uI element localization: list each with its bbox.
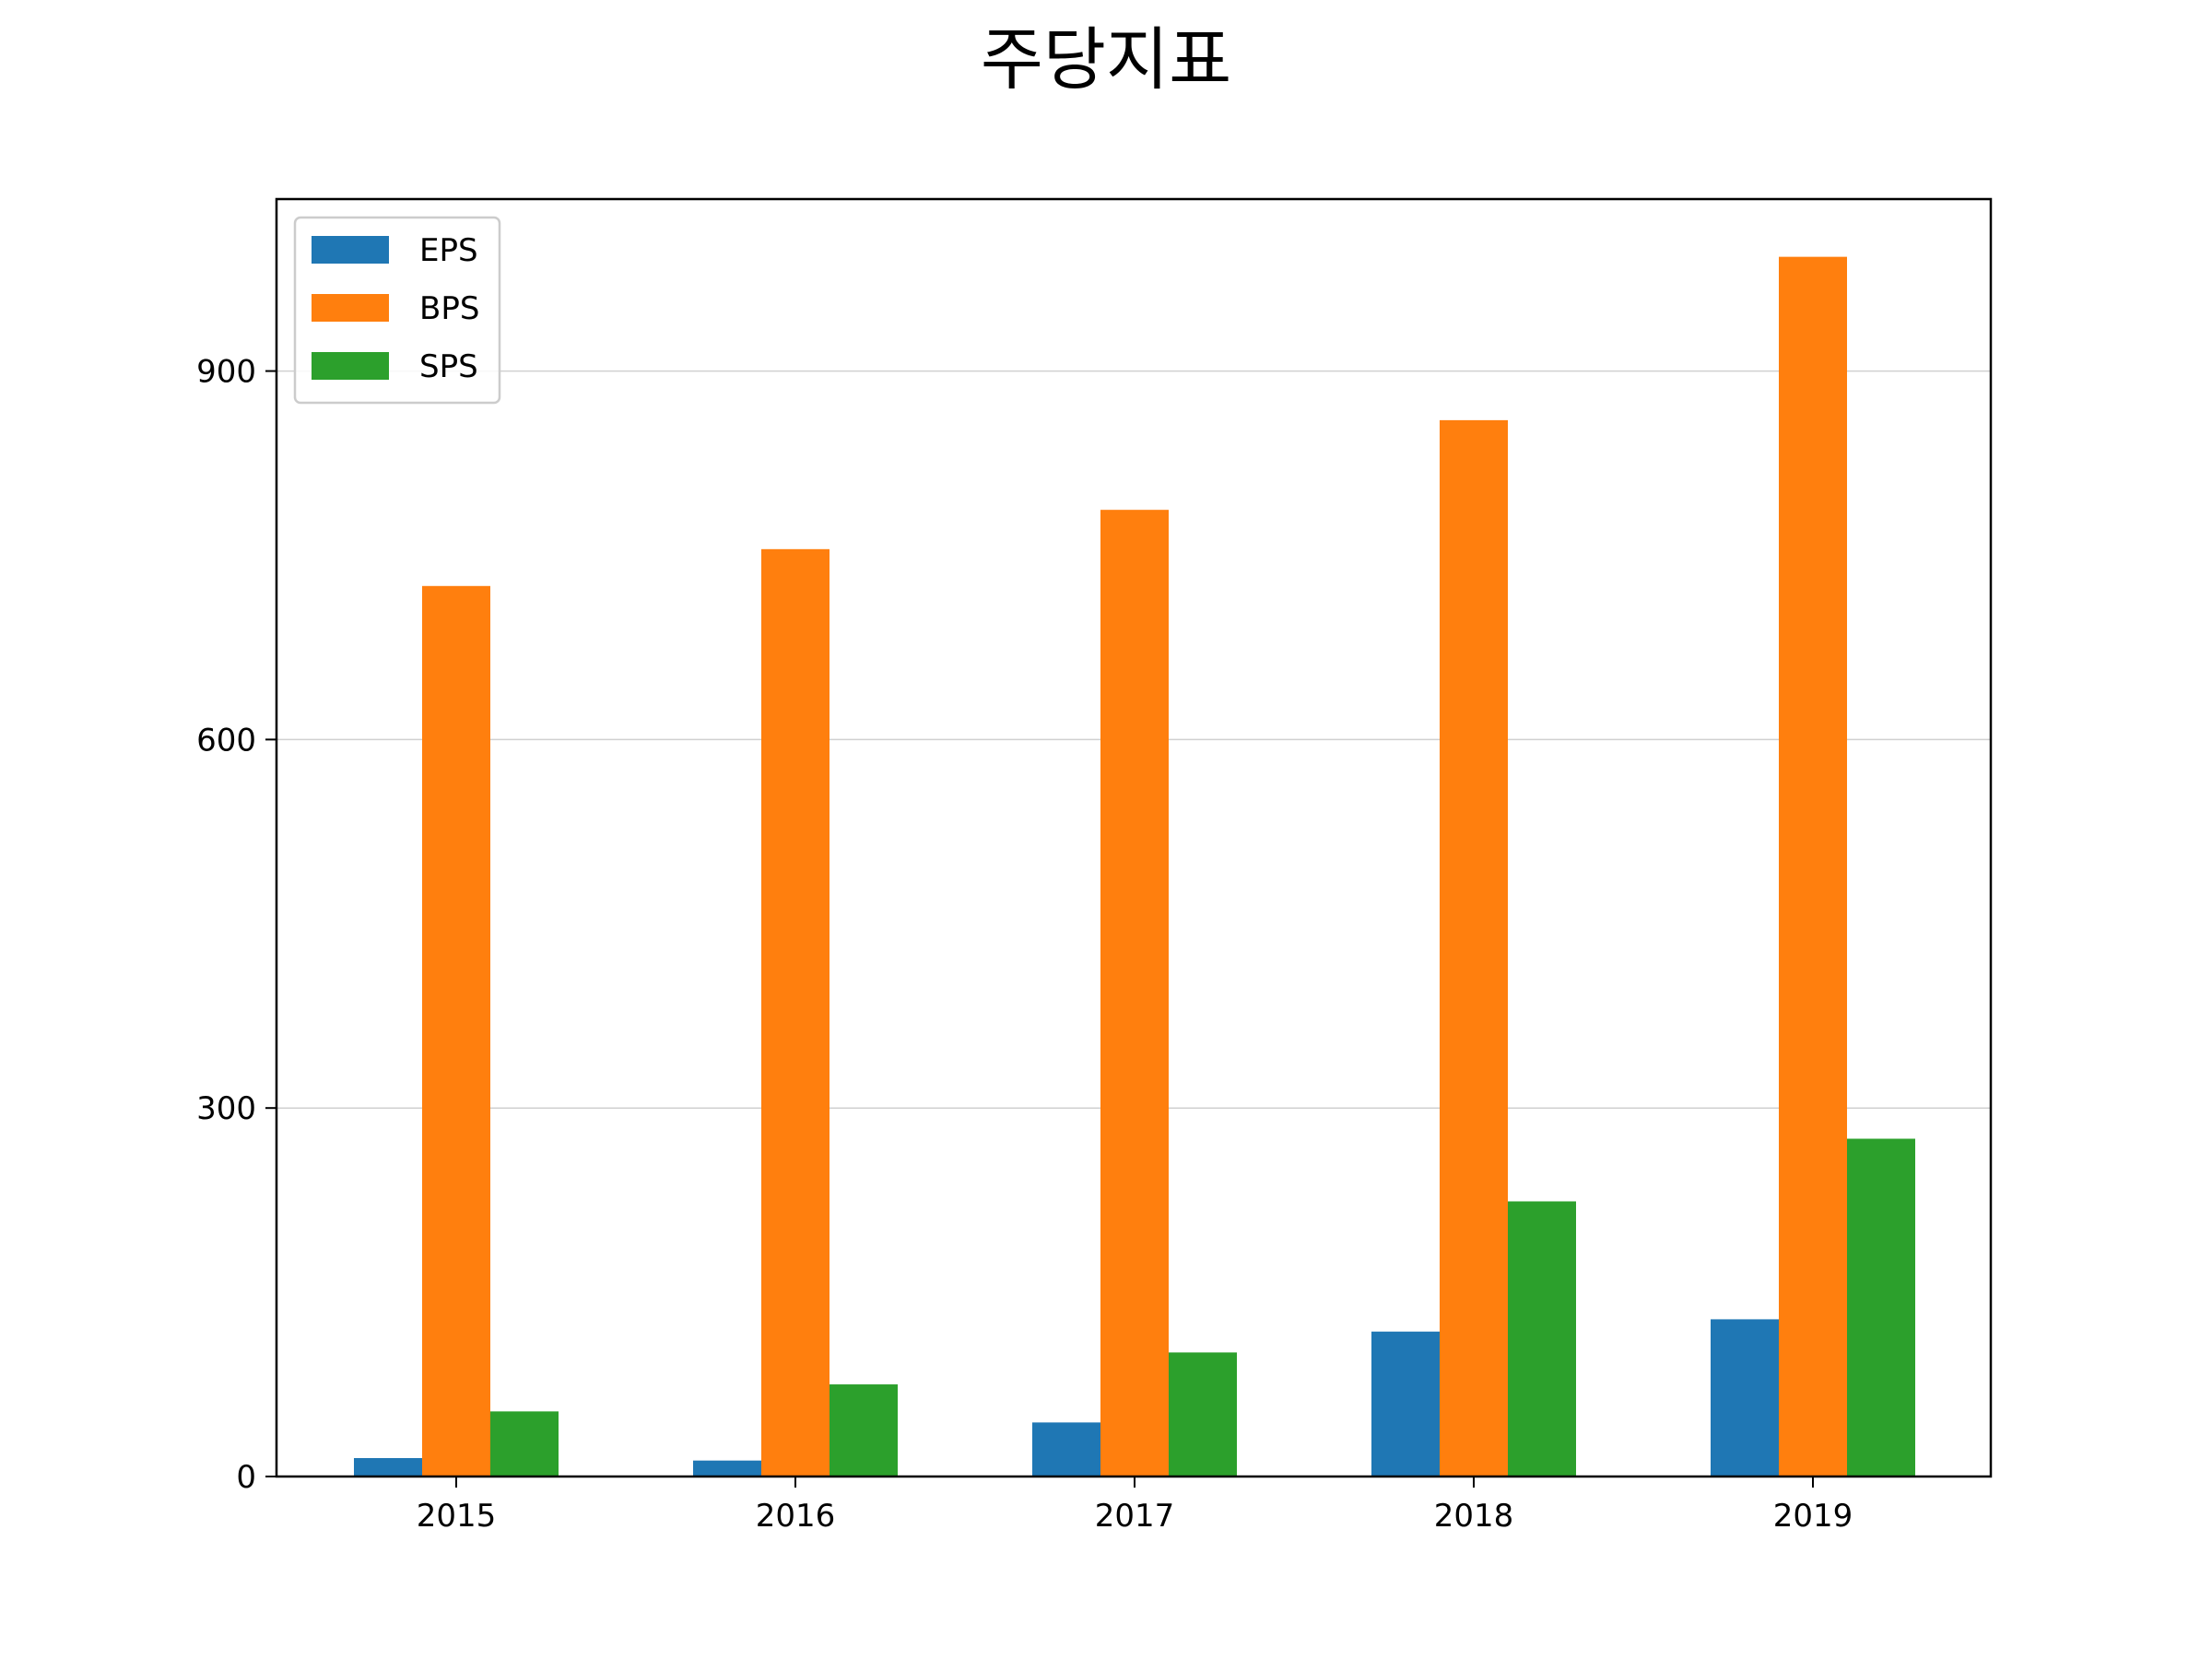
bar-bps-2016 [761,548,830,1477]
bar-sps-2015 [490,1411,559,1477]
bar-bps-2017 [1100,510,1169,1477]
bar-bps-2015 [422,585,490,1477]
x-tick-label: 2016 [756,1498,836,1535]
y-tick-label: 300 [196,1090,256,1127]
bar-bps-2018 [1440,419,1508,1477]
legend-swatch-sps [312,352,389,380]
chart-title: 주당지표 [981,20,1231,100]
legend-swatch-eps [312,236,389,264]
legend: EPS BPS SPS [293,216,501,405]
bar-sps-2018 [1508,1201,1576,1477]
legend-swatch-bps [312,294,389,322]
x-axis: 2015 2016 2017 2018 2019 [417,1477,1853,1535]
bars [354,256,1915,1477]
y-axis: 0 300 600 900 [196,354,276,1496]
bar-sps-2019 [1847,1138,1915,1477]
legend-label-sps: SPS [419,348,478,385]
y-tick-label: 600 [196,722,256,759]
legend-label-bps: BPS [419,290,479,327]
bar-eps-2018 [1371,1331,1440,1477]
x-tick-label: 2018 [1434,1498,1514,1535]
bar-eps-2015 [354,1458,422,1477]
bar-eps-2017 [1032,1422,1100,1477]
bar-eps-2019 [1711,1319,1779,1477]
legend-label-eps: EPS [419,232,478,269]
bar-sps-2016 [830,1384,898,1477]
bar-eps-2016 [693,1460,761,1477]
x-tick-label: 2019 [1773,1498,1853,1535]
bar-bps-2019 [1779,256,1847,1477]
y-tick-label: 900 [196,354,256,391]
bar-sps-2017 [1169,1352,1237,1477]
x-tick-label: 2017 [1095,1498,1175,1535]
x-tick-label: 2015 [417,1498,497,1535]
y-tick-label: 0 [236,1459,256,1496]
